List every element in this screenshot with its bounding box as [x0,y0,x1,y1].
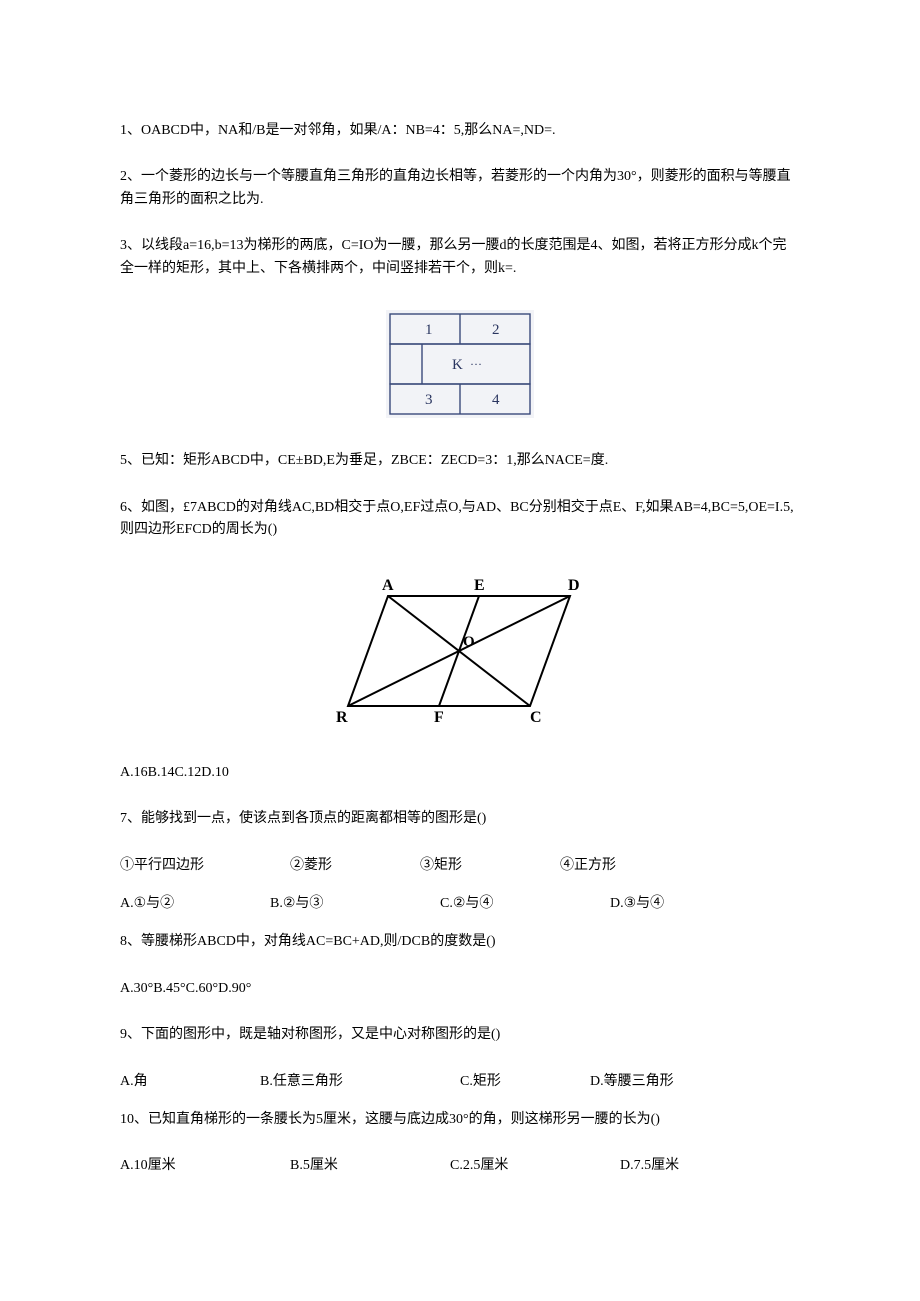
figure-1-container: 1 2 K ··· 3 4 [120,304,800,432]
q7-opts-row: A.①与② B.②与③ C.②与④ D.③与④ [120,893,800,915]
svg-text:C: C [530,709,542,726]
q8-opts-text: A.30°B.45°C.60°D.90° [120,981,251,996]
question-5: 5、已知：矩形ABCD中，CE±BD,E为垂足，ZBCE：ZECD=3：1,那么… [120,450,800,472]
q6-text: 6、如图，£7ABCD的对角线AC,BD相交于点O,EF过点O,与AD、BC分别… [120,500,794,537]
svg-text:2: 2 [492,322,500,338]
q9-opt-b: B.任意三角形 [260,1071,460,1093]
q10-opt-b: B.5厘米 [290,1155,450,1177]
svg-text:R: R [336,709,348,726]
svg-text:F: F [434,709,444,726]
figure-1-kgrid: 1 2 K ··· 3 4 [380,304,540,424]
figure-2-parallelogram: A E D R F C O [330,566,590,736]
svg-text:1: 1 [425,322,433,338]
svg-text:4: 4 [492,392,500,408]
q10-opts-row: A.10厘米 B.5厘米 C.2.5厘米 D.7.5厘米 [120,1155,800,1177]
svg-text:···: ··· [470,357,482,371]
q10-opt-a: A.10厘米 [120,1155,290,1177]
q1-text: 1、OABCD中，NA和/B是一对邻角，如果/A：NB=4：5,那么NA=,ND… [120,123,556,138]
q3-text: 3、以线段a=16,b=13为梯形的两底，C=IO为一腰，那么另一腰d的长度范围… [120,238,787,275]
svg-text:A: A [382,577,394,594]
question-10: 10、已知直角梯形的一条腰长为5厘米，这腰与底边成30°的角，则这梯形另一腰的长… [120,1109,800,1131]
q8-text: 8、等腰梯形ABCD中，对角线AC=BC+AD,则/DCB的度数是() [120,934,496,949]
q7-nums-row: ①平行四边形 ②菱形 ③矩形 ④正方形 [120,855,800,877]
q7-text: 7、能够找到一点，使该点到各顶点的距离都相等的图形是() [120,811,486,826]
q2-text: 2、一个菱形的边长与一个等腰直角三角形的直角边长相等，若菱形的一个内角为30°，… [120,169,791,206]
q6-options: A.16B.14C.12D.10 [120,762,800,784]
q9-opt-c: C.矩形 [460,1071,590,1093]
svg-text:D: D [568,577,580,594]
question-6: 6、如图，£7ABCD的对角线AC,BD相交于点O,EF过点O,与AD、BC分别… [120,497,800,542]
q10-text: 10、已知直角梯形的一条腰长为5厘米，这腰与底边成30°的角，则这梯形另一腰的长… [120,1112,660,1127]
q7-num-3: ③矩形 [420,855,560,877]
q9-opts-row: A.角 B.任意三角形 C.矩形 D.等腰三角形 [120,1071,800,1093]
question-9: 9、下面的图形中，既是轴对称图形，又是中心对称图形的是() [120,1024,800,1046]
question-7: 7、能够找到一点，使该点到各顶点的距离都相等的图形是() [120,808,800,830]
question-3-4: 3、以线段a=16,b=13为梯形的两底，C=IO为一腰，那么另一腰d的长度范围… [120,235,800,280]
q7-opt-a: A.①与② [120,893,270,915]
q7-opt-c: C.②与④ [440,893,610,915]
svg-text:O: O [463,634,475,650]
q7-num-2: ②菱形 [290,855,420,877]
question-8: 8、等腰梯形ABCD中，对角线AC=BC+AD,则/DCB的度数是() [120,931,800,953]
q9-opt-d: D.等腰三角形 [590,1071,674,1093]
q10-opt-d: D.7.5厘米 [620,1155,679,1177]
figure-2-container: A E D R F C O [120,566,800,744]
q9-opt-a: A.角 [120,1071,260,1093]
q10-opt-c: C.2.5厘米 [450,1155,620,1177]
q8-options: A.30°B.45°C.60°D.90° [120,978,800,1000]
svg-text:3: 3 [425,392,433,408]
q7-num-1: ①平行四边形 [120,855,290,877]
q7-opt-d: D.③与④ [610,893,664,915]
q5-text: 5、已知：矩形ABCD中，CE±BD,E为垂足，ZBCE：ZECD=3：1,那么… [120,453,608,468]
svg-text:K: K [452,357,463,373]
q9-text: 9、下面的图形中，既是轴对称图形，又是中心对称图形的是() [120,1027,500,1042]
question-1: 1、OABCD中，NA和/B是一对邻角，如果/A：NB=4：5,那么NA=,ND… [120,120,800,142]
q7-opt-b: B.②与③ [270,893,440,915]
q7-num-4: ④正方形 [560,855,616,877]
question-2: 2、一个菱形的边长与一个等腰直角三角形的直角边长相等，若菱形的一个内角为30°，… [120,166,800,211]
svg-text:E: E [474,577,485,594]
q6-opts-text: A.16B.14C.12D.10 [120,765,229,780]
